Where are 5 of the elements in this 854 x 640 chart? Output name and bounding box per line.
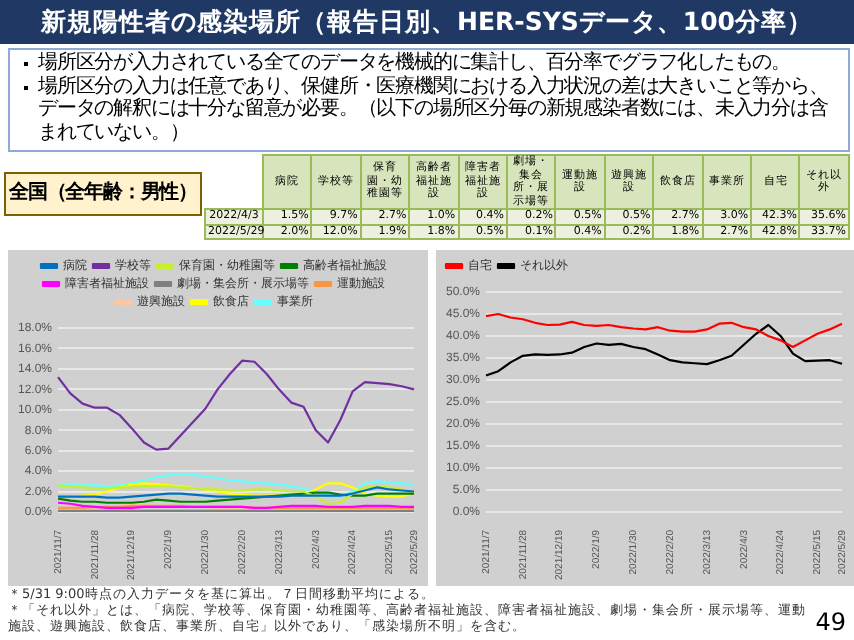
text: 新規陽性者の感染場所（報告日別、HER-SYSデータ、100分率） bbox=[0, 0, 854, 44]
text: 49 bbox=[815, 608, 846, 636]
text: 全国（全年齢：男性） bbox=[4, 172, 202, 216]
text: 場所区分の入力は任意であり、保健所・医療機関における入力状況の差は大きいこと等から、データの解釈には十分な留意が必要。（以下の場所区分毎の新規感染者数には、未入力分は含まれていない。） bbox=[20, 75, 838, 144]
text: 場所区分が入力されている全てのデータを機械的に集計し、百分率でグラフ化したもの。 bbox=[20, 52, 838, 75]
